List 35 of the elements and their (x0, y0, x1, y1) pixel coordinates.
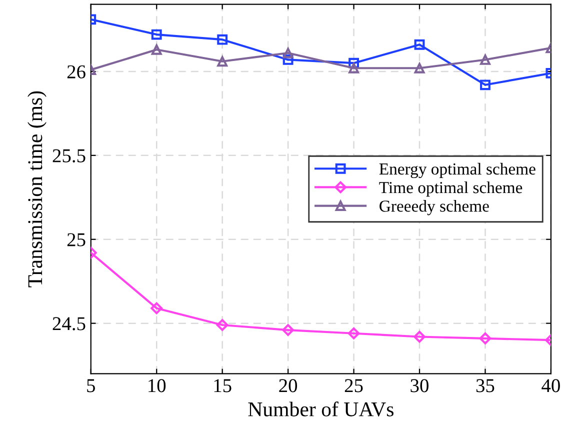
point (217, 56, 228, 67)
point (216, 319, 228, 331)
x-tick-label: 20 (279, 379, 298, 392)
point (480, 54, 490, 65)
point (348, 62, 359, 74)
y-tick-label: 25.5 (52, 149, 86, 162)
y-tick-label: 26 (67, 65, 86, 78)
point (414, 39, 425, 50)
point (480, 80, 490, 90)
x-tick-label: 10 (148, 379, 166, 392)
point (414, 330, 426, 343)
point (348, 58, 359, 68)
legend-label: Time optimal scheme (379, 181, 522, 197)
x-tick-label: 5 (87, 379, 95, 392)
x-axis-title: Number of UAVs (248, 402, 394, 417)
legend-label: Energy optimal scheme (379, 162, 536, 178)
point (282, 48, 294, 58)
x-tick-label: 15 (214, 379, 232, 392)
point (151, 44, 162, 55)
point (282, 54, 294, 65)
y-tick-label: 25 (67, 233, 86, 246)
point (151, 29, 162, 40)
y-tick-label: 24.5 (52, 317, 86, 330)
point (282, 324, 294, 336)
x-tick-label: 25 (344, 379, 363, 392)
point (217, 34, 228, 45)
x-tick-label: 35 (476, 379, 494, 392)
point (348, 327, 360, 340)
point (414, 62, 425, 74)
x-tick-label: 30 (410, 379, 428, 392)
point (479, 332, 492, 344)
x-tick-label: 40 (542, 379, 560, 392)
point (150, 302, 163, 314)
legend-label: Greeedy scheme (380, 200, 489, 216)
y-axis-title: Transmission time (ms) (28, 91, 46, 288)
